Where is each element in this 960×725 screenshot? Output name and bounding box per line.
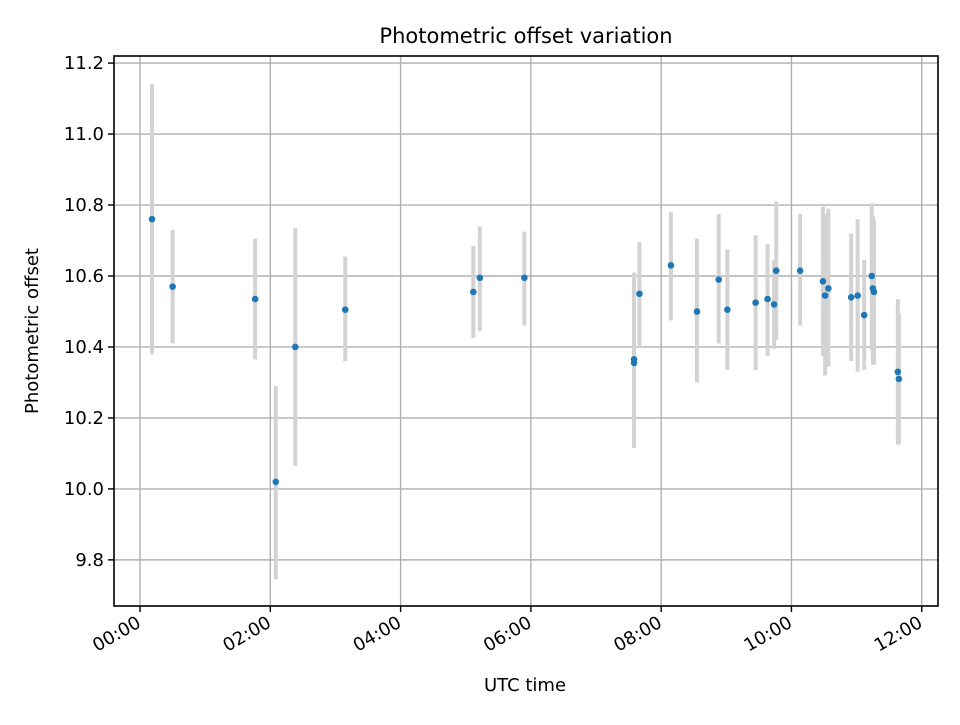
- data-point: [868, 272, 876, 280]
- data-point: [772, 267, 780, 274]
- data-point: [752, 299, 759, 306]
- data-point: [860, 311, 868, 319]
- data-point: [341, 306, 349, 314]
- data-point: [476, 274, 484, 282]
- data-point: [895, 375, 903, 383]
- y-tick-label: 10.0: [64, 479, 104, 500]
- data-point: [667, 262, 675, 269]
- plot-frame: [113, 55, 939, 607]
- data-point: [292, 343, 299, 351]
- y-tick-label: 11.2: [64, 53, 104, 74]
- data-point: [847, 293, 855, 301]
- y-tick-label: 10.6: [64, 266, 104, 287]
- data-point: [764, 295, 771, 303]
- data-point: [148, 215, 156, 223]
- chart-title: Photometric offset variation: [379, 24, 672, 48]
- data-point: [715, 276, 723, 283]
- data-point: [272, 478, 280, 486]
- data-point: [770, 301, 778, 308]
- data-point: [724, 306, 731, 314]
- data-point: [636, 290, 643, 298]
- y-tick-label: 10.4: [64, 337, 104, 358]
- data-point: [894, 368, 902, 376]
- data-point: [521, 274, 528, 282]
- data-points: [148, 215, 903, 486]
- y-tick-label: 9.8: [75, 550, 104, 571]
- data-point: [854, 292, 861, 299]
- y-tick-label: 10.8: [64, 195, 104, 216]
- axis-ticks: 00:00 02:00 04:00 06:00 08:00 10:00 12:009.810…: [64, 53, 926, 656]
- data-point: [630, 359, 638, 367]
- y-tick-label: 11.0: [64, 124, 104, 145]
- data-point: [819, 278, 827, 285]
- data-point: [169, 283, 176, 290]
- data-point: [796, 267, 804, 274]
- data-point: [693, 308, 701, 315]
- data-point: [870, 288, 878, 296]
- x-axis-label: UTC time: [484, 675, 566, 696]
- data-point: [821, 292, 829, 299]
- data-point: [251, 295, 259, 303]
- grid-lines: [114, 56, 938, 606]
- data-point: [825, 285, 832, 292]
- y-tick-label: 10.2: [64, 408, 104, 429]
- y-axis-label: Photometric offset: [22, 248, 43, 414]
- data-point: [470, 288, 477, 296]
